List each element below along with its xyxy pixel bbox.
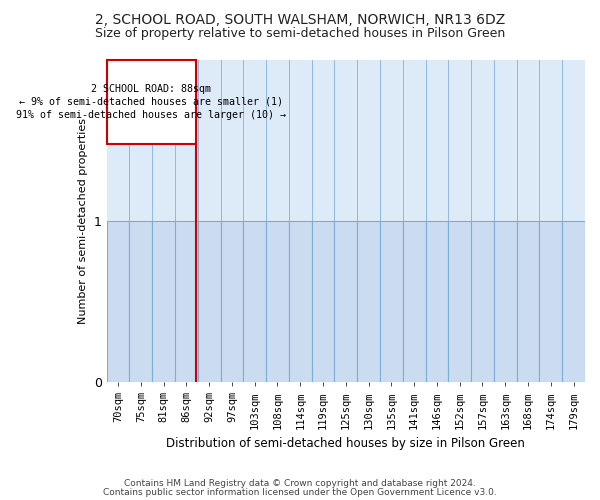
Bar — [130, 221, 152, 382]
Bar — [107, 221, 130, 382]
Y-axis label: Number of semi-detached properties: Number of semi-detached properties — [78, 118, 88, 324]
Bar — [517, 221, 539, 382]
Bar — [448, 221, 471, 382]
X-axis label: Distribution of semi-detached houses by size in Pilson Green: Distribution of semi-detached houses by … — [166, 437, 525, 450]
Bar — [403, 221, 425, 382]
Bar — [243, 221, 266, 382]
Bar — [562, 221, 585, 382]
Text: Size of property relative to semi-detached houses in Pilson Green: Size of property relative to semi-detach… — [95, 28, 505, 40]
Bar — [539, 221, 562, 382]
Bar — [311, 221, 334, 382]
Bar — [198, 221, 221, 382]
Text: Contains public sector information licensed under the Open Government Licence v3: Contains public sector information licen… — [103, 488, 497, 497]
Bar — [175, 221, 198, 382]
Bar — [266, 221, 289, 382]
Bar — [380, 221, 403, 382]
Bar — [152, 221, 175, 382]
Bar — [494, 221, 517, 382]
Text: 2 SCHOOL ROAD: 88sqm
← 9% of semi-detached houses are smaller (1)
91% of semi-de: 2 SCHOOL ROAD: 88sqm ← 9% of semi-detach… — [16, 84, 286, 120]
Bar — [289, 221, 311, 382]
Bar — [221, 221, 243, 382]
Text: 2, SCHOOL ROAD, SOUTH WALSHAM, NORWICH, NR13 6DZ: 2, SCHOOL ROAD, SOUTH WALSHAM, NORWICH, … — [95, 12, 505, 26]
Bar — [334, 221, 357, 382]
Bar — [425, 221, 448, 382]
Text: Contains HM Land Registry data © Crown copyright and database right 2024.: Contains HM Land Registry data © Crown c… — [124, 478, 476, 488]
FancyBboxPatch shape — [107, 60, 196, 144]
Bar — [471, 221, 494, 382]
Bar — [357, 221, 380, 382]
